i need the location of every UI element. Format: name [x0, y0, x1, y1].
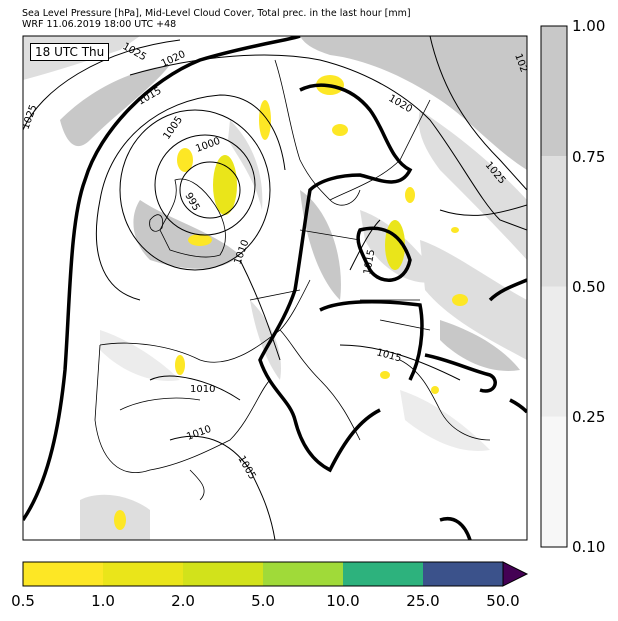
cloud-tick-label: 1.00: [572, 17, 606, 35]
precip-tick-label: 50.0: [486, 592, 520, 610]
cloud-cover-colorbar: [541, 26, 567, 547]
precip-colorbar-segment: [343, 562, 423, 586]
precip-colorbar-segment: [103, 562, 183, 586]
precip-colorbar-segment: [23, 562, 103, 586]
precip-tick-label: 1.0: [91, 592, 115, 610]
isobar-label: 1015: [362, 249, 377, 276]
precip-colorbar-segment: [263, 562, 343, 586]
chart-title-line2: WRF 11.06.2019 18:00 UTC +48: [22, 19, 177, 30]
cloud-tick-label: 0.25: [572, 408, 606, 426]
cloud-tick-label: 0.10: [572, 538, 606, 556]
map-frame: [22, 35, 528, 541]
precip-colorbar-segment: [183, 562, 263, 586]
chart-title-line1: Sea Level Pressure [hPa], Mid-Level Clou…: [22, 8, 411, 19]
cloud-tick-label: 0.50: [572, 278, 606, 296]
cloud-colorbar-segment: [541, 156, 567, 287]
precipitation-colorbar: [22, 561, 529, 587]
precip-tick-label: 0.5: [11, 592, 35, 610]
cloud-colorbar-segment: [541, 26, 567, 157]
precip-colorbar-extend-arrow: [502, 561, 529, 587]
precip-tick-label: 5.0: [251, 592, 275, 610]
isobars: [23, 36, 527, 540]
cloud-colorbar-segment: [541, 416, 567, 547]
precip-tick-label: 25.0: [406, 592, 440, 610]
precipitation-shading: [114, 75, 468, 530]
precip-tick-label: 10.0: [326, 592, 360, 610]
valid-time-label: 18 UTC Thu: [30, 43, 110, 61]
precip-colorbar-segment: [423, 562, 503, 586]
isobar-label: 1010: [190, 384, 215, 395]
cloud-colorbar-segment: [541, 286, 567, 417]
coastlines: [94, 59, 491, 501]
cloud-tick-label: 0.75: [572, 148, 606, 166]
thick-isobars: [23, 36, 527, 540]
precip-tick-label: 2.0: [171, 592, 195, 610]
